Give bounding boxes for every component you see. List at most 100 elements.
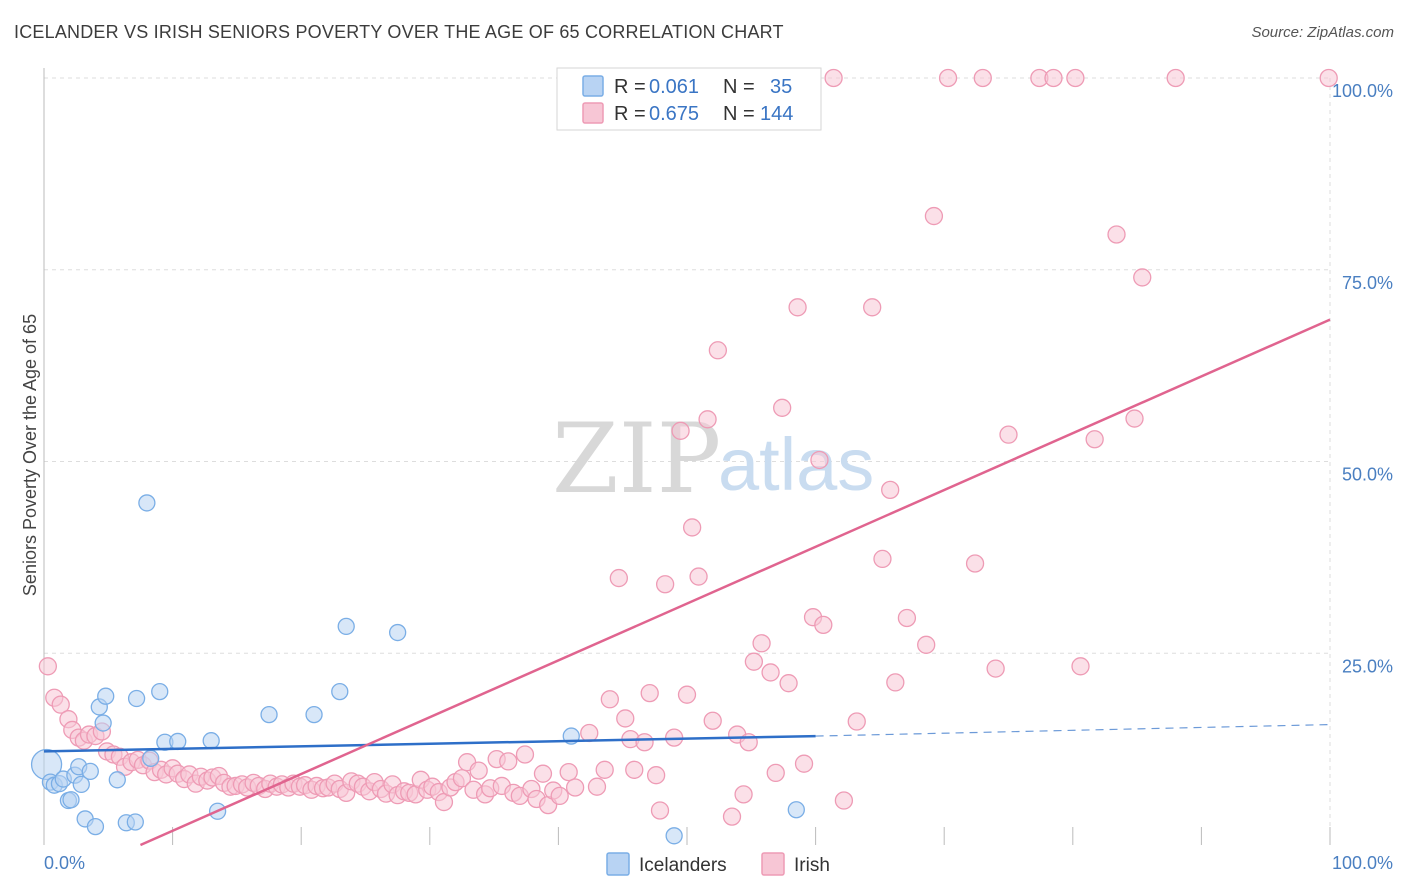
irish-point: [834, 791, 854, 810]
stats-legend: R = 0.061 N = 35 R = 0.675 N = 144: [556, 67, 822, 131]
irish-point: [655, 575, 675, 594]
icelander-point: [142, 749, 160, 767]
legend-n-value-icelanders: 35: [770, 76, 792, 98]
y-axis-title: Seniors Poverty Over the Age of 65: [20, 314, 40, 596]
irish-point: [587, 777, 607, 796]
irish-point: [550, 786, 569, 806]
irish-point: [38, 657, 58, 676]
watermark-zip: ZIP: [552, 403, 721, 515]
legend-r-label-icelanders: R =: [614, 76, 646, 98]
irish-point: [973, 68, 992, 88]
icelander-point: [81, 762, 99, 781]
irish-point: [51, 695, 70, 714]
irish-point: [810, 450, 829, 470]
irish-point: [559, 762, 578, 782]
icelander-point: [151, 682, 169, 701]
x-tick-label: 100.0%: [1332, 853, 1393, 873]
irish-point: [708, 341, 728, 360]
irish-point: [635, 733, 654, 752]
y-tick-label: 50.0%: [1342, 465, 1393, 485]
irish-point: [650, 801, 670, 820]
irish-point: [565, 778, 585, 797]
icelander-point: [388, 623, 407, 642]
irish-point: [625, 760, 644, 779]
irish-point: [1125, 409, 1144, 428]
irish-point: [761, 663, 780, 682]
irish-point: [824, 68, 843, 88]
y-tick-label: 75.0%: [1342, 273, 1393, 293]
watermark-atlas: atlas: [718, 423, 874, 506]
irish-point: [999, 425, 1018, 444]
irish-point: [779, 674, 798, 693]
icelander-point: [138, 494, 156, 512]
irish-point: [452, 769, 472, 788]
legend-r-value-irish: 0.675: [649, 103, 699, 125]
axis-layer: 25.0% 50.0% 75.0% 100.0% 0.0% 100.0%: [43, 68, 1393, 873]
icelander-point: [108, 771, 126, 789]
y-tick-label: 100.0%: [1332, 81, 1393, 101]
irish-point: [1071, 657, 1090, 676]
irish-point: [873, 549, 892, 569]
legend-swatch-irish: [582, 102, 604, 124]
irish-point: [600, 690, 619, 709]
trend-layer: [43, 318, 1331, 847]
irish-point: [533, 764, 553, 783]
bottom-legend-swatch-icelanders: [606, 852, 630, 876]
irish-point: [886, 673, 905, 692]
points-layer: [30, 68, 1338, 845]
legend-swatch-icelanders: [582, 75, 604, 97]
x-tick-label: 0.0%: [44, 853, 85, 873]
irish-point: [640, 683, 659, 703]
icelander-point: [787, 801, 805, 819]
icelander-point: [169, 732, 187, 751]
irish-point: [917, 635, 936, 654]
watermark: ZIP atlas: [552, 403, 874, 515]
icelander-point: [97, 687, 115, 705]
irish-point: [788, 298, 807, 317]
bottom-legend-swatch-irish: [761, 852, 785, 876]
irish-point: [580, 723, 599, 743]
icelanders-trend-line: [43, 734, 816, 753]
bottom-legend: Icelanders Irish: [606, 852, 830, 876]
icelander-point: [94, 714, 112, 732]
irish-point: [1107, 225, 1126, 244]
irish-point: [1085, 430, 1104, 449]
irish-point: [863, 298, 882, 317]
legend-n-label-icelanders: N =: [723, 76, 755, 98]
icelander-point: [127, 689, 146, 708]
irish-point: [671, 421, 690, 440]
irish-point: [595, 760, 614, 779]
icelander-point: [305, 705, 323, 724]
irish-point: [677, 685, 697, 704]
bottom-legend-irish: Irish: [794, 855, 830, 876]
icelander-point: [337, 617, 355, 636]
irish-point: [1166, 68, 1185, 88]
y-tick-label: 25.0%: [1342, 656, 1393, 676]
chart-source: Source: ZipAtlas.com: [1251, 24, 1394, 41]
legend-r-value-icelanders: 0.061: [649, 76, 699, 98]
irish-point: [773, 398, 792, 417]
legend-n-label-irish: N =: [723, 103, 755, 125]
irish-point: [881, 480, 900, 500]
icelander-point: [126, 813, 144, 831]
irish-point: [703, 711, 722, 730]
irish-point: [689, 567, 708, 586]
legend-r-label-irish: R =: [614, 103, 646, 125]
irish-point: [1044, 68, 1063, 88]
irish-point: [469, 761, 488, 780]
icelander-point: [665, 827, 683, 845]
bottom-legend-icelanders: Icelanders: [639, 855, 727, 876]
irish-point: [897, 608, 917, 628]
irish-point: [646, 766, 666, 785]
irish-point: [794, 754, 814, 773]
icelander-point: [202, 732, 220, 750]
irish-trend-line: [139, 318, 1331, 847]
irish-point: [698, 410, 717, 429]
irish-point: [924, 206, 944, 226]
icelander-point: [260, 705, 278, 724]
irish-point: [986, 659, 1005, 678]
irish-point: [722, 807, 742, 826]
irish-point: [1066, 68, 1085, 88]
irish-point: [814, 615, 833, 635]
icelanders-trend-extension: [815, 723, 1331, 737]
